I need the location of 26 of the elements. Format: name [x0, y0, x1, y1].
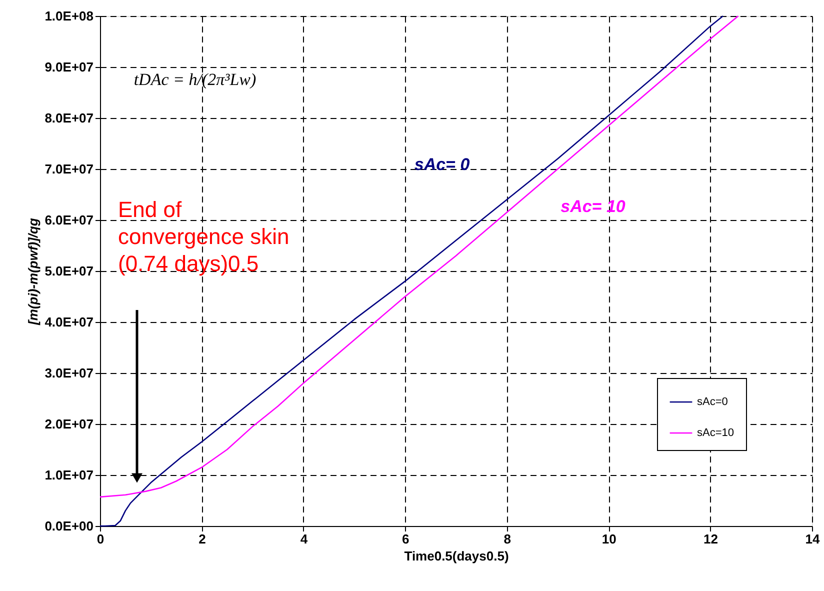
y-tick-label: 6.0E+07: [44, 212, 94, 228]
legend-label: sAc=10: [697, 427, 734, 439]
y-tick-label: 4.0E+07: [44, 314, 94, 330]
x-tick-label: 10: [602, 532, 616, 546]
x-tick-label: 4: [300, 532, 308, 546]
x-tick-label: 0: [96, 532, 104, 546]
x-tick-label: 12: [704, 532, 718, 546]
y-tick-label: 7.0E+07: [44, 162, 94, 176]
y-axis-title: [m(pi)-m(pwf)]/qg: [26, 218, 41, 326]
annotation: End of convergence skin (0.74 days)0.5: [118, 197, 290, 276]
annotation: tDAc = h/(2π³Lw): [134, 70, 257, 89]
x-tick-label: 2: [198, 532, 206, 546]
y-tick-label: 9.0E+07: [44, 60, 94, 74]
y-tick-label: 1.0E+08: [44, 8, 94, 24]
x-tick-label: 8: [504, 532, 511, 546]
x-tick-label: 14: [805, 532, 820, 546]
y-tick-label: 2.0E+07: [44, 416, 94, 432]
legend-label: sAc=0: [697, 396, 728, 408]
y-tick-label: 8.0E+07: [44, 110, 94, 126]
annotation: sAc= 10: [560, 197, 626, 216]
x-axis-title: Time0.5(days0.5): [404, 548, 509, 564]
x-tick-label: 6: [402, 532, 410, 546]
y-tick-label: 0.0E+00: [44, 518, 94, 534]
y-tick-label: 3.0E+07: [44, 366, 94, 380]
y-tick-label: 5.0E+07: [44, 264, 94, 278]
y-tick-label: 1.0E+07: [44, 468, 94, 482]
